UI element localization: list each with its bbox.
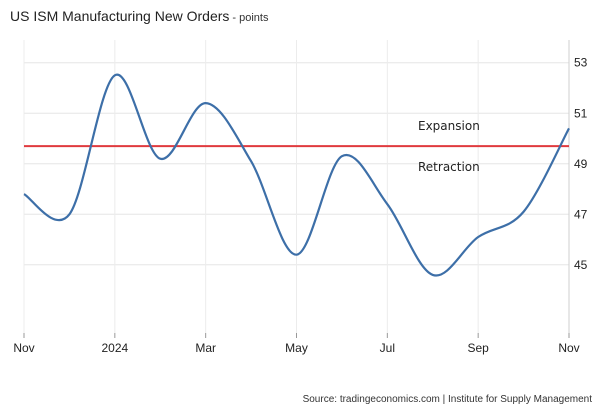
chart-title: US ISM Manufacturing New Orders <box>10 8 230 24</box>
annotation-retraction: Retraction <box>418 160 480 174</box>
x-tick-label: Nov <box>13 341 34 355</box>
annotation-expansion: Expansion <box>418 119 480 133</box>
chart-unit: - points <box>232 12 269 24</box>
y-tick-label: 47 <box>574 207 588 221</box>
x-tick-label: Sep <box>467 341 489 355</box>
y-tick-label: 49 <box>574 157 588 171</box>
title-block: US ISM Manufacturing New Orders - points <box>10 8 268 26</box>
tick-labels: 45 47 49 51 53 Nov 2024 Mar May Jul Sep Nov <box>13 56 587 355</box>
x-tick-label: Nov <box>558 341 579 355</box>
x-tick-label: 2024 <box>101 341 128 355</box>
grid <box>23 40 570 338</box>
y-tick-label: 51 <box>574 106 588 120</box>
x-tick-label: May <box>285 341 308 355</box>
annotations: Expansion Retraction <box>418 119 480 174</box>
series-group <box>23 73 570 277</box>
y-tick-label: 53 <box>574 56 588 70</box>
x-tick-label: Jul <box>380 341 395 355</box>
y-tick-label: 45 <box>574 258 588 272</box>
source-text: Source: tradingeconomics.com | Institute… <box>302 394 592 405</box>
x-tick-label: Mar <box>195 341 216 355</box>
series-line <box>23 73 570 277</box>
